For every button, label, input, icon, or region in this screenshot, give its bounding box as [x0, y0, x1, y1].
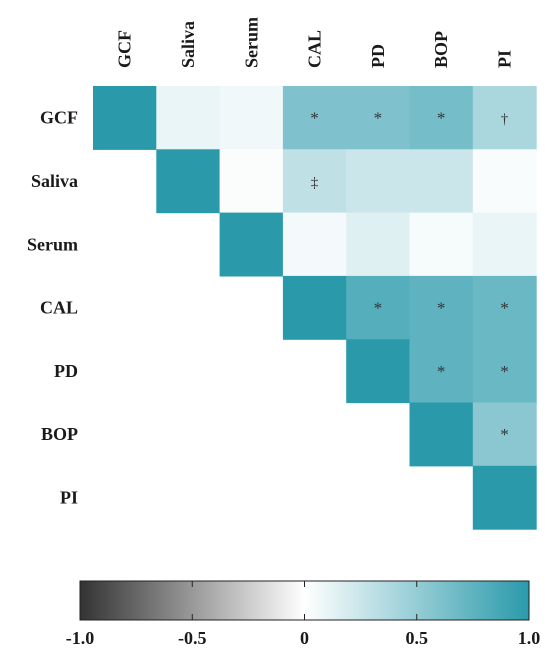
- significance-marker: *: [374, 109, 383, 128]
- column-label-bop: BOP: [431, 31, 451, 68]
- colorbar-tick-label: -1.0: [66, 628, 95, 648]
- column-labels: GCF Saliva Serum CAL PD BOP PI: [115, 17, 515, 68]
- row-label-bop: BOP: [41, 424, 78, 444]
- column-label-pd: PD: [368, 44, 388, 68]
- heatmap-cell-gcf-saliva: [156, 86, 220, 150]
- colorbar: -1.0 -0.5 0 0.5 1.0: [66, 581, 541, 648]
- heatmap-cell-saliva-bop: [410, 149, 474, 213]
- colorbar-tick-label: -0.5: [178, 628, 207, 648]
- significance-marker: *: [310, 109, 319, 128]
- heatmap-cell-cal-cal: [283, 276, 347, 340]
- row-label-serum: Serum: [27, 234, 78, 254]
- heatmap-cell-serum-pd: [346, 213, 410, 277]
- row-label-pi: PI: [60, 487, 78, 507]
- significance-marker: *: [500, 425, 509, 444]
- row-label-cal: CAL: [40, 298, 78, 318]
- column-label-cal: CAL: [305, 30, 325, 68]
- heatmap-cell-saliva-pd: [346, 149, 410, 213]
- significance-marker: †: [501, 112, 509, 128]
- column-label-saliva: Saliva: [178, 21, 198, 68]
- colorbar-tick-label: 0.5: [406, 628, 429, 648]
- heatmap-cell-pi-pi: [473, 466, 537, 530]
- significance-marker: *: [500, 299, 509, 318]
- heatmap-cell-pd-pd: [346, 339, 410, 403]
- heatmap-cell-saliva-pi: [473, 149, 537, 213]
- column-label-gcf: GCF: [115, 30, 135, 68]
- heatmap-cell-serum-bop: [410, 213, 474, 277]
- row-label-pd: PD: [54, 361, 78, 381]
- significance-marker: ‡: [311, 175, 319, 191]
- column-label-serum: Serum: [241, 17, 261, 68]
- significance-marker: *: [437, 362, 446, 381]
- significance-marker: *: [437, 109, 446, 128]
- significance-marker: *: [500, 362, 509, 381]
- row-labels: GCF Saliva Serum CAL PD BOP PI: [27, 108, 78, 508]
- heatmap-cell-saliva-serum: [220, 149, 284, 213]
- column-label-pi: PI: [494, 50, 514, 68]
- colorbar-tick-label: 1.0: [518, 628, 541, 648]
- significance-marker: *: [437, 299, 446, 318]
- heatmap-cell-serum-serum: [220, 213, 284, 277]
- heatmap-cell-serum-pi: [473, 213, 537, 277]
- heatmap-cell-gcf-gcf: [93, 86, 157, 150]
- row-label-gcf: GCF: [40, 108, 78, 128]
- heatmap-cell-bop-bop: [410, 403, 474, 467]
- heatmap-cell-saliva-saliva: [156, 149, 220, 213]
- heatmap-cells: [93, 86, 537, 530]
- row-label-saliva: Saliva: [31, 171, 78, 191]
- heatmap-cell-serum-cal: [283, 213, 347, 277]
- heatmap-cell-gcf-serum: [220, 86, 284, 150]
- significance-marker: *: [374, 299, 383, 318]
- colorbar-tick-label: 0: [300, 628, 309, 648]
